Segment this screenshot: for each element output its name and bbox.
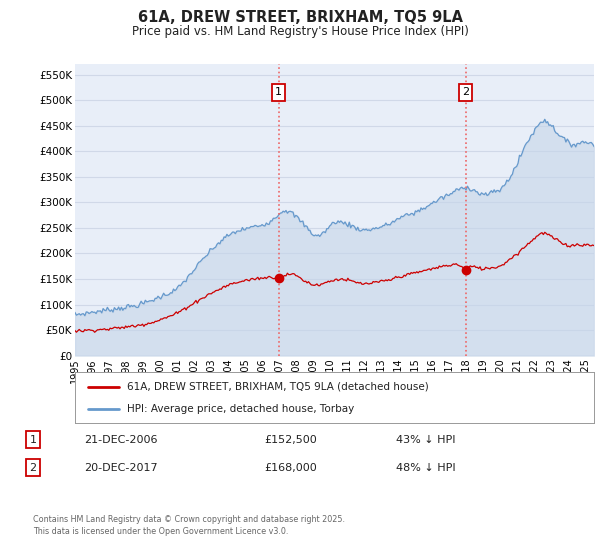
Text: 61A, DREW STREET, BRIXHAM, TQ5 9LA: 61A, DREW STREET, BRIXHAM, TQ5 9LA [137,10,463,25]
Text: This data is licensed under the Open Government Licence v3.0.: This data is licensed under the Open Gov… [33,528,289,536]
Text: 2: 2 [462,87,469,97]
Text: Contains HM Land Registry data © Crown copyright and database right 2025.: Contains HM Land Registry data © Crown c… [33,515,345,524]
Text: 2: 2 [29,463,37,473]
Text: 48% ↓ HPI: 48% ↓ HPI [396,463,455,473]
Text: £152,500: £152,500 [264,435,317,445]
Text: Price paid vs. HM Land Registry's House Price Index (HPI): Price paid vs. HM Land Registry's House … [131,25,469,38]
Text: 20-DEC-2017: 20-DEC-2017 [84,463,158,473]
Text: 1: 1 [29,435,37,445]
Text: 21-DEC-2006: 21-DEC-2006 [84,435,157,445]
Text: 61A, DREW STREET, BRIXHAM, TQ5 9LA (detached house): 61A, DREW STREET, BRIXHAM, TQ5 9LA (deta… [127,381,428,391]
Text: 1: 1 [275,87,282,97]
Text: HPI: Average price, detached house, Torbay: HPI: Average price, detached house, Torb… [127,404,354,414]
Text: £168,000: £168,000 [264,463,317,473]
Text: 43% ↓ HPI: 43% ↓ HPI [396,435,455,445]
